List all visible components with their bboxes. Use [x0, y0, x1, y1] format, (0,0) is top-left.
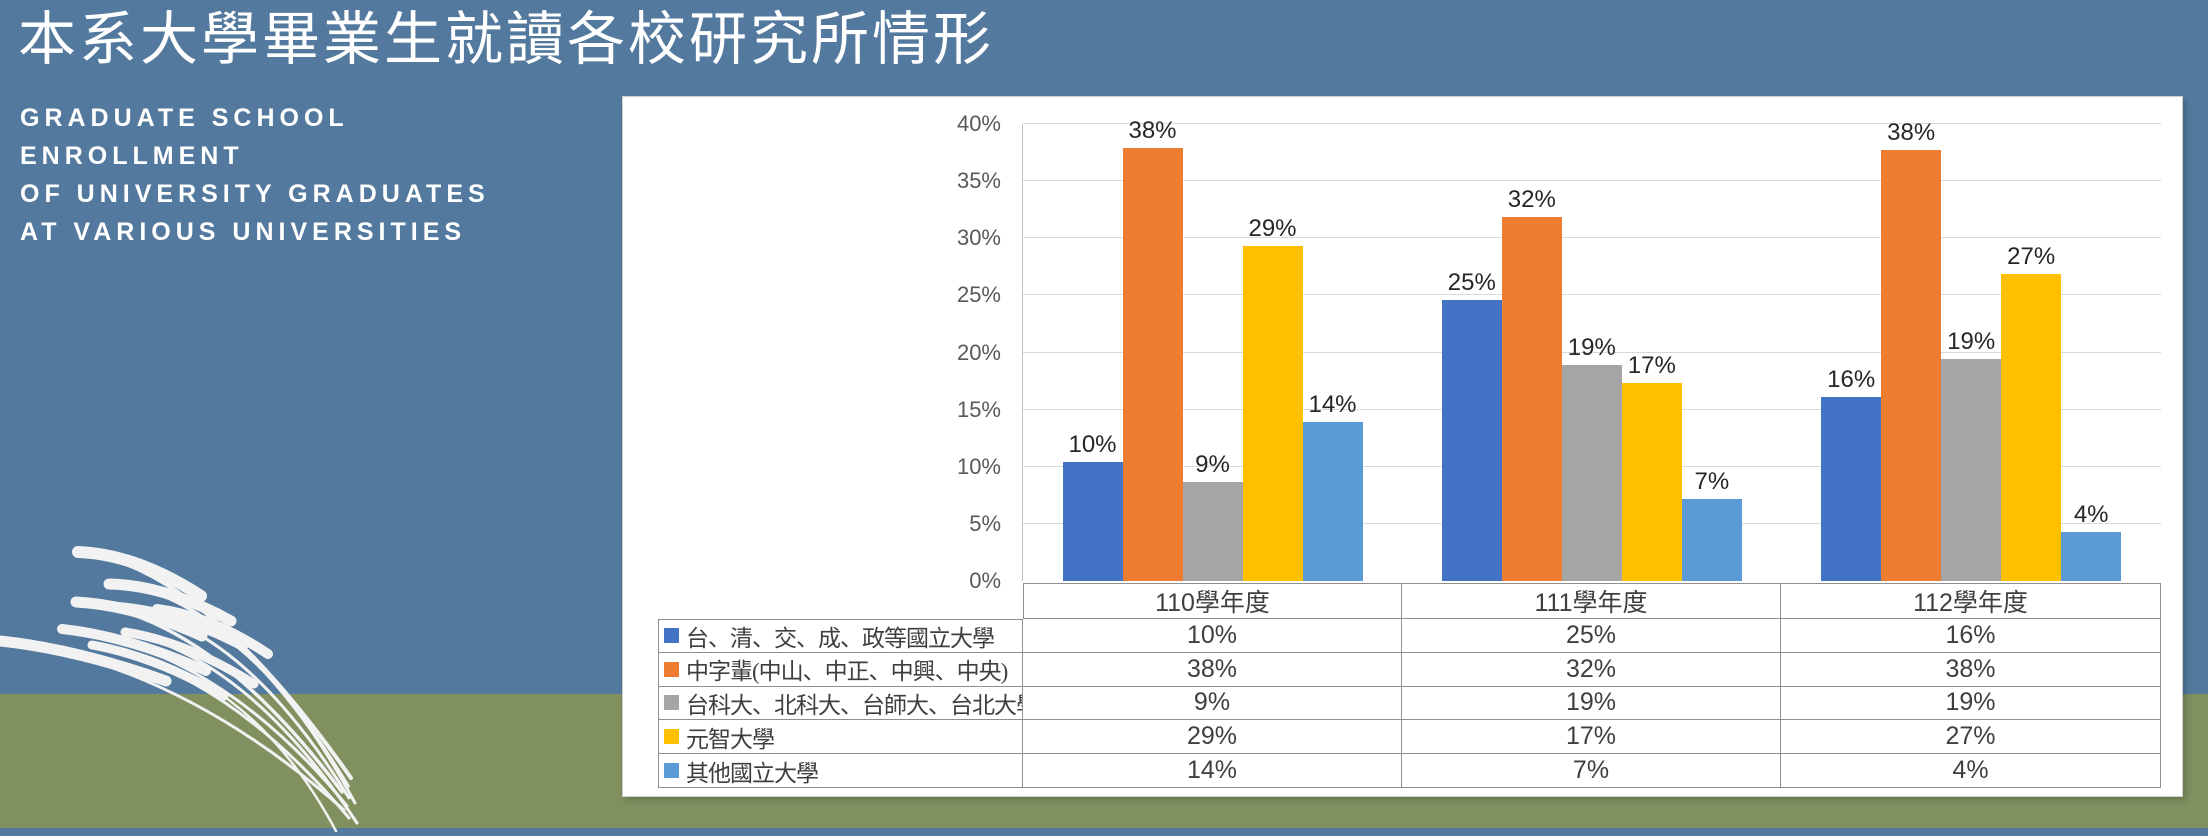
value-cell: 19% [1402, 686, 1781, 721]
value-cell: 9% [1023, 686, 1402, 721]
bar-value-label: 32% [1507, 185, 1556, 213]
y-axis-tick-label: 0% [969, 568, 1001, 593]
y-axis-line [1022, 124, 1023, 581]
bar-value-label: 38% [1887, 119, 1936, 147]
y-axis-tick-label: 40% [956, 111, 1001, 136]
value-cell: 7% [1402, 754, 1781, 788]
value-cell: 4% [1781, 754, 2161, 788]
subtitle-line: AT VARIOUS UNIVERSITIES [20, 218, 467, 246]
y-axis: 0% 5% 10% 15% 20% 25% 30% 35% 40% [623, 112, 1015, 594]
bar-value-label: 4% [2073, 500, 2109, 528]
bar: 19% [1941, 328, 2002, 581]
bar: 16% [1821, 366, 1882, 581]
series-name-label: 其他國立大學 [686, 760, 819, 786]
subtitle: GRADUATE SCHOOL ENROLLMENT OF UNIVERSITY… [20, 99, 580, 251]
y-axis-tick-label: 20% [956, 339, 1001, 365]
bar: 4% [2061, 501, 2122, 581]
bar-group: 25% 32% 19% 17% 7% [1402, 124, 1781, 581]
value-cell: 29% [1023, 720, 1402, 755]
gridline [1023, 351, 2161, 353]
series-color-marker [664, 628, 679, 644]
series-name-cell: 台科大、北科大、台師大、台北大學 [658, 686, 1023, 721]
bar-value-label: 7% [1694, 467, 1730, 495]
bar-value-label: 19% [1567, 334, 1616, 362]
y-axis-tick-label: 5% [969, 510, 1001, 536]
legend-table-corner-cell [658, 583, 1023, 619]
bar-value-label: 25% [1447, 268, 1496, 296]
category-header-cell: 111學年度 [1402, 583, 1781, 619]
bar-value-label: 14% [1308, 391, 1357, 419]
bar: 38% [1122, 117, 1183, 581]
bar-group: 16% 38% 19% 27% 4% [1782, 119, 2161, 581]
bar-value-label: 16% [1827, 366, 1876, 394]
value-cell: 19% [1781, 686, 2161, 721]
value-cell: 25% [1402, 619, 1781, 653]
bar-group: 10% 38% 9% 29% 14% [1023, 117, 1402, 581]
bar-value-label: 9% [1195, 450, 1230, 478]
bar-value-label: 10% [1068, 431, 1117, 459]
page-title: 本系大學畢業生就讀各校研究所情形 [18, 7, 995, 72]
bar: 27% [2001, 243, 2062, 581]
value-cell: 14% [1023, 754, 1402, 788]
y-axis-tick-label: 10% [956, 453, 1001, 479]
value-cell: 10% [1023, 619, 1402, 653]
series-color-marker [664, 763, 679, 779]
bar: 32% [1501, 186, 1562, 581]
plot-area: 10% 38% 9% 29% 14% 25% 32% 19% 17% 7% 16% 38% 19% 27%… [1023, 117, 2161, 581]
grass-illustration [0, 546, 359, 833]
series-name-label: 元智大學 [686, 726, 775, 752]
y-axis-tick-label: 30% [956, 225, 1001, 251]
series-name-cell: 其他國立大學 [658, 754, 1023, 788]
subtitle-line: ENROLLMENT [20, 142, 244, 170]
bar-value-label: 27% [2007, 242, 2056, 270]
bar: 17% [1621, 352, 1682, 581]
series-name-label: 台科大、北科大、台師大、台北大學 [686, 693, 1023, 718]
bar: 38% [1881, 119, 1942, 581]
gridline [1023, 237, 2161, 239]
legend-table: 110學年度 111學年度 112學年度台、清、交、成、政等國立大學 10% 25% 16… [658, 583, 2161, 788]
chart-panel: 0% 5% 10% 15% 20% 25% 30% 35% 40% 10% 38% 9% 29% 14%… [622, 96, 2183, 797]
series-name-cell: 中字輩(中山、中正、中興、中央) [658, 652, 1023, 687]
series-name-label: 中字輩(中山、中正、中興、中央) [686, 659, 1008, 685]
gridline [1023, 294, 2161, 296]
category-header-cell: 110學年度 [1023, 583, 1402, 619]
value-cell: 27% [1781, 720, 2161, 755]
y-axis-tick-label: 35% [956, 168, 1001, 194]
y-axis-tick-label: 25% [956, 282, 1001, 308]
bar: 29% [1242, 215, 1303, 581]
bar-value-label: 19% [1947, 328, 1996, 356]
y-axis-tick-label: 15% [956, 396, 1001, 422]
gridline [1023, 123, 2161, 124]
value-cell: 38% [1781, 652, 2161, 687]
subtitle-line: GRADUATE SCHOOL [20, 104, 349, 132]
series-color-marker [664, 729, 679, 745]
subtitle-line: OF UNIVERSITY GRADUATES [20, 180, 490, 208]
bar: 25% [1441, 269, 1502, 581]
bar: 9% [1182, 451, 1243, 581]
value-cell: 38% [1023, 652, 1402, 687]
value-cell: 17% [1402, 720, 1781, 755]
bar-value-label: 38% [1128, 117, 1177, 144]
series-name-cell: 元智大學 [658, 720, 1023, 755]
bar: 10% [1062, 431, 1123, 581]
value-cell: 32% [1402, 652, 1781, 687]
bar-value-label: 17% [1627, 352, 1676, 380]
series-color-marker [664, 661, 679, 677]
bar-value-label: 29% [1248, 215, 1297, 243]
series-color-marker [664, 695, 679, 711]
bar: 14% [1302, 391, 1363, 581]
gridline [1023, 180, 2161, 182]
value-cell: 16% [1781, 619, 2161, 653]
category-header-cell: 112學年度 [1781, 583, 2161, 619]
bar: 19% [1561, 334, 1622, 581]
bar: 7% [1681, 468, 1742, 581]
series-name-cell: 台、清、交、成、政等國立大學 [658, 619, 1023, 653]
series-name-label: 台、清、交、成、政等國立大學 [686, 625, 995, 651]
